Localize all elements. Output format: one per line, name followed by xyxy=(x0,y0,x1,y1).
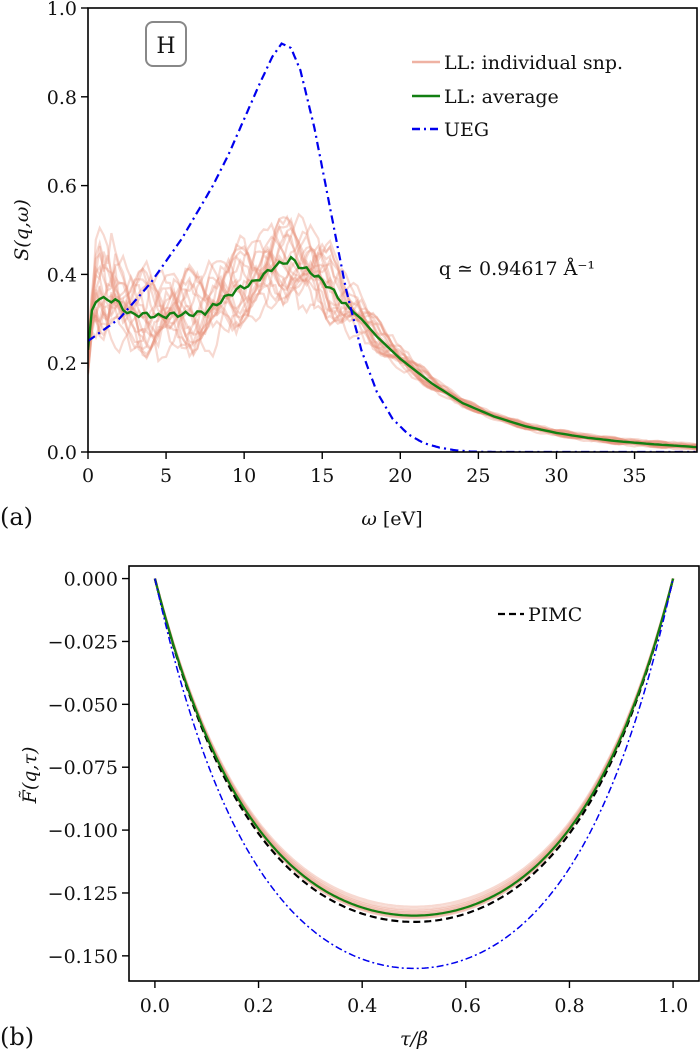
x-tick-label-a: 25 xyxy=(466,465,490,487)
y-tick-label-b: −0.150 xyxy=(48,946,118,968)
x-tick-label-a: 15 xyxy=(310,465,334,487)
x-tick-label-b: 0.0 xyxy=(140,995,170,1017)
snapshot-line-a xyxy=(88,216,697,448)
panel-b: 0.0 0.2 0.4 0.6 0.8 1.0 0.000 −0.025 −0.050 −0.07… xyxy=(0,565,700,1051)
x-tick-label-b: 0.8 xyxy=(554,995,584,1017)
y-tick-label-a: 1.0 xyxy=(47,0,77,20)
x-tick-label-a: 20 xyxy=(388,465,412,487)
average-line-a xyxy=(88,255,697,449)
panel-b-ticks: 0.0 0.2 0.4 0.6 0.8 1.0 0.000 −0.025 −0.050 −0.07… xyxy=(48,569,689,1017)
x-tick-label-b: 0.4 xyxy=(347,995,377,1017)
snapshot-line-b xyxy=(153,578,675,908)
x-tick-label-b: 0.6 xyxy=(451,995,481,1017)
x-tick-label-a: 0 xyxy=(82,465,94,487)
snapshot-line-b xyxy=(153,578,675,913)
y-tick-label-a: 0.8 xyxy=(47,87,77,109)
q-annotation: q ≃ 0.94617 Å⁻¹ xyxy=(439,258,595,280)
panel-a-plot-area xyxy=(88,42,697,452)
panel-a-legend: LL: individual snp. LL: average UEG xyxy=(412,52,623,141)
element-badge-text: H xyxy=(156,34,175,59)
y-tick-label-b: −0.050 xyxy=(48,694,118,716)
y-tick-label-a: 0.4 xyxy=(47,264,77,286)
snapshot-line-a xyxy=(88,278,697,451)
panel-a-frame xyxy=(87,7,698,453)
panel-a: 0 5 10 15 20 25 30 35 0.0 0.2 0.4 0.6 0.8 1.0 H LL: i… xyxy=(0,0,698,531)
snapshot-line-b xyxy=(153,578,675,917)
y-tick-label-b: −0.100 xyxy=(48,820,118,842)
snapshot-line-a xyxy=(88,235,697,448)
panel-a-ticks: 0 5 10 15 20 25 30 35 0.0 0.2 0.4 0.6 0.8 1.0 xyxy=(47,0,647,487)
legend-label-a: UEG xyxy=(444,119,489,141)
panel-b-tag: (b) xyxy=(0,1023,34,1051)
legend-label-b: PIMC xyxy=(528,604,582,626)
y-tick-label-a: 0.2 xyxy=(47,353,77,375)
x-tick-label-a: 35 xyxy=(622,465,646,487)
panel-a-x-axis-label: ω [eV] xyxy=(361,508,422,530)
element-badge: H xyxy=(145,21,187,67)
panel-b-plot-area xyxy=(153,578,675,970)
x-tick-label-b: 1.0 xyxy=(658,995,688,1017)
panel-b-frame xyxy=(128,565,700,982)
y-tick-label-b: −0.125 xyxy=(48,883,118,905)
average-line-b xyxy=(153,578,675,917)
panel-b-x-axis-label: τ/β xyxy=(400,1028,428,1050)
legend-label-a: LL: individual snp. xyxy=(444,52,623,74)
ueg-line-a xyxy=(88,42,696,452)
element-badge-box xyxy=(145,21,187,67)
x-tick-label-a: 5 xyxy=(160,465,172,487)
x-tick-label-a: 30 xyxy=(544,465,568,487)
snapshot-line-a xyxy=(88,232,697,449)
panel-b-legend: PIMC xyxy=(498,604,582,626)
legend-label-a: LL: average xyxy=(444,86,559,108)
snapshot-line-a xyxy=(88,271,697,451)
y-tick-label-a: 0.0 xyxy=(47,442,77,464)
panel-a-y-axis-label: S(q,ω) xyxy=(11,199,33,261)
y-tick-label-b: 0.000 xyxy=(64,569,118,591)
snapshot-line-b xyxy=(153,578,675,911)
panel-a-tag: (a) xyxy=(0,503,33,531)
x-tick-label-b: 0.2 xyxy=(243,995,273,1017)
y-tick-label-a: 0.6 xyxy=(47,176,77,198)
snapshot-line-b xyxy=(153,578,675,918)
snapshot-line-b xyxy=(153,578,675,915)
snapshot-line-b xyxy=(153,578,675,914)
snapshot-line-b xyxy=(153,578,675,920)
pimc-line-b xyxy=(153,578,675,923)
x-tick-label-a: 10 xyxy=(232,465,256,487)
snapshot-line-a xyxy=(88,221,697,447)
snapshot-line-b xyxy=(153,578,675,919)
ueg-line-b xyxy=(154,578,674,970)
y-tick-label-b: −0.025 xyxy=(48,631,118,653)
y-tick-label-b: −0.075 xyxy=(48,757,118,779)
panel-b-y-axis-label: F̃(q,τ) xyxy=(19,747,41,805)
snapshot-line-a xyxy=(88,254,697,451)
